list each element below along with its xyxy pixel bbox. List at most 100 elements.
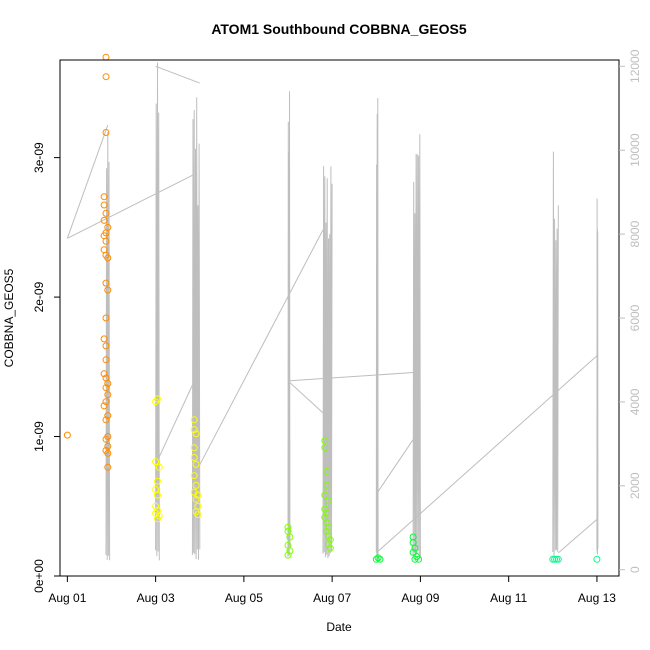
data-point-yellow xyxy=(190,454,198,461)
data-point-orange xyxy=(104,449,112,457)
data-point-orange xyxy=(102,237,110,245)
data-point-yellow-green xyxy=(284,551,292,559)
y-tick-label: 2e-09 xyxy=(32,281,46,312)
secondary-line-burst xyxy=(375,97,379,561)
secondary-line-burst xyxy=(412,134,421,559)
data-point-orange xyxy=(102,398,110,406)
secondary-line-burst xyxy=(322,166,333,559)
data-point-yellow xyxy=(152,502,160,510)
data-point-orange xyxy=(100,201,108,209)
data-point-yellow-green xyxy=(323,527,331,535)
data-point-yellow-green xyxy=(325,497,332,505)
data-point-yellow-green xyxy=(323,509,331,517)
data-point-orange xyxy=(102,209,110,217)
data-point-orange xyxy=(102,384,110,392)
data-point-orange xyxy=(100,335,108,343)
secondary-line-segment xyxy=(67,174,193,239)
data-point-orange xyxy=(102,279,110,287)
data-point-yellow xyxy=(155,463,163,471)
data-point-orange xyxy=(102,53,110,61)
y-axis: 0e+00 1e-09 2e-09 3e-09 xyxy=(32,142,60,593)
data-point-yellow-green xyxy=(323,481,331,489)
data-point-yellow-green xyxy=(325,532,332,540)
y2-tick-label: 12000 xyxy=(628,49,642,83)
data-point-yellow-green xyxy=(284,523,292,531)
data-point-orange xyxy=(102,416,110,424)
secondary-line-burst xyxy=(105,131,111,561)
data-point-orange xyxy=(104,412,112,420)
data-point-yellow-green xyxy=(321,491,329,499)
secondary-line-segment xyxy=(375,355,598,554)
data-point-orange xyxy=(63,431,71,439)
data-point-yellow xyxy=(190,444,198,452)
y-tick-label: 1e-09 xyxy=(32,421,46,452)
data-point-yellow xyxy=(192,460,200,468)
data-point-yellow-green xyxy=(326,536,334,544)
data-point-green xyxy=(409,548,417,556)
secondary-line-burst xyxy=(191,97,201,560)
data-point-yellow-green xyxy=(321,444,329,452)
y-tick-label: 0e+00 xyxy=(32,559,46,593)
x-tick-label: Aug 13 xyxy=(578,591,616,605)
data-point-yellow xyxy=(190,416,198,424)
y-axis-label: COBBNA_GEOS5 xyxy=(2,268,16,367)
data-point-yellow-green xyxy=(325,540,332,548)
secondary-line-segment xyxy=(155,384,193,466)
data-point-yellow-green xyxy=(326,544,334,552)
y2-axis: 0 2000 4000 6000 8000 10000 12000 xyxy=(619,49,642,573)
x-tick-label: Aug 05 xyxy=(225,591,263,605)
data-point-yellow-green xyxy=(323,519,331,527)
data-point-teal xyxy=(551,555,559,563)
y2-tick-label: 10000 xyxy=(628,133,642,167)
data-point-orange xyxy=(104,391,112,399)
data-point-orange xyxy=(104,254,112,262)
data-point-teal xyxy=(554,555,562,563)
secondary-line-burst xyxy=(287,91,291,557)
data-point-orange xyxy=(100,370,108,378)
y2-tick-label: 0 xyxy=(628,566,642,573)
data-point-green xyxy=(376,555,384,563)
secondary-line-segment xyxy=(155,65,200,84)
data-point-yellow xyxy=(194,511,202,519)
chart-title: ATOM1 Southbound COBBNA_GEOS5 xyxy=(211,21,467,37)
data-point-yellow-green xyxy=(321,505,329,513)
data-point-yellow xyxy=(154,491,161,499)
plot-frame xyxy=(59,59,620,577)
data-point-yellow xyxy=(192,481,200,489)
data-point-green xyxy=(374,554,382,562)
data-point-green xyxy=(415,555,423,563)
data-point-yellow-green xyxy=(325,523,332,531)
data-point-yellow xyxy=(192,430,200,438)
data-point-orange xyxy=(102,435,110,443)
secondary-line-burst xyxy=(552,151,559,558)
y2-tick-label: 4000 xyxy=(628,388,642,415)
secondary-line-segment xyxy=(199,229,324,466)
data-point-orange xyxy=(100,193,108,201)
data-point-orange xyxy=(102,314,110,322)
data-point-orange xyxy=(102,129,110,136)
data-point-yellow xyxy=(154,477,161,485)
data-point-orange xyxy=(102,356,110,364)
y2-tick-label: 8000 xyxy=(628,220,642,247)
data-point-orange xyxy=(102,73,110,81)
data-point-orange xyxy=(104,286,112,294)
data-point-yellow xyxy=(190,472,198,480)
data-point-yellow-green xyxy=(323,467,331,475)
x-tick-label: Aug 09 xyxy=(401,591,439,605)
scatter-points xyxy=(63,53,601,563)
secondary-line-segment xyxy=(287,380,326,415)
data-point-green xyxy=(411,544,419,552)
data-point-orange xyxy=(104,463,112,471)
data-point-yellow xyxy=(190,426,198,434)
secondary-line-series xyxy=(66,62,599,561)
x-tick-label: Aug 07 xyxy=(313,591,351,605)
x-tick-label: Aug 11 xyxy=(490,591,527,605)
data-point-orange xyxy=(104,380,112,387)
data-point-yellow-green xyxy=(286,533,294,541)
data-point-orange xyxy=(100,216,108,224)
secondary-line-segment xyxy=(375,439,414,495)
secondary-line-burst xyxy=(155,62,160,561)
x-tick-label: Aug 03 xyxy=(137,591,175,605)
y-tick-label: 3e-09 xyxy=(32,142,46,173)
